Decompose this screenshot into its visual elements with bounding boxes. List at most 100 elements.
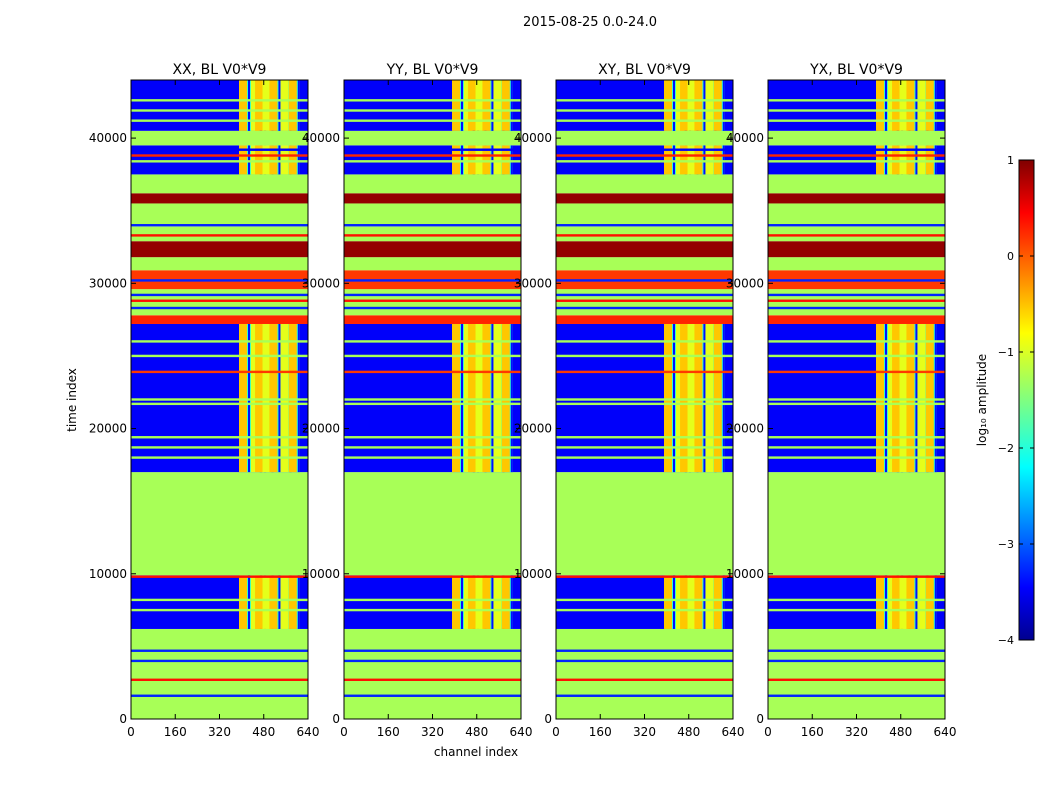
rfi-band bbox=[876, 323, 937, 473]
rfi-column bbox=[694, 80, 703, 131]
rfi-column bbox=[463, 323, 472, 473]
flag-line bbox=[344, 398, 521, 401]
rfi-column bbox=[925, 323, 934, 473]
time-segment bbox=[344, 315, 521, 324]
time-segment bbox=[131, 241, 308, 258]
panel-title: XX, BL V0*V9 bbox=[173, 62, 267, 78]
flag-line bbox=[556, 306, 733, 310]
rfi-column bbox=[899, 575, 908, 629]
panel-title: XY, BL V0*V9 bbox=[598, 62, 691, 78]
flag-line bbox=[131, 293, 308, 297]
y-tick-label: 0 bbox=[756, 712, 764, 726]
flag-line bbox=[344, 354, 521, 358]
rfi-column bbox=[493, 575, 502, 629]
rfi-column bbox=[917, 80, 926, 131]
rfi-gap bbox=[461, 80, 464, 131]
rfi-gap bbox=[297, 80, 300, 131]
y-tick-label: 40000 bbox=[726, 131, 764, 145]
rfi-gap bbox=[491, 80, 494, 131]
flag-line bbox=[131, 608, 308, 612]
y-tick-label: 40000 bbox=[514, 131, 552, 145]
rfi-gap bbox=[673, 80, 676, 131]
flag-line bbox=[131, 279, 308, 282]
rfi-column bbox=[675, 323, 684, 473]
rfi-gap bbox=[722, 80, 725, 131]
rfi-column bbox=[250, 575, 259, 629]
time-segment bbox=[556, 203, 733, 227]
flag-line bbox=[344, 649, 521, 652]
colorbar-tick-label: −1 bbox=[998, 346, 1014, 359]
rfi-gap bbox=[278, 575, 281, 629]
flag-line bbox=[556, 402, 733, 406]
rfi-column bbox=[501, 323, 510, 473]
y-tick-label: 20000 bbox=[514, 422, 552, 436]
rfi-gap bbox=[248, 323, 251, 473]
flag-line bbox=[556, 456, 733, 459]
rfi-column bbox=[892, 80, 901, 131]
rfi-column bbox=[664, 575, 673, 629]
flag-line bbox=[344, 109, 521, 112]
x-tick-label: 640 bbox=[934, 725, 957, 739]
x-tick-label: 160 bbox=[164, 725, 187, 739]
panel-1: XX, BL V0*V9 0 160 320 480 640 0 10000 20000 3000… bbox=[89, 62, 320, 739]
rfi-gap bbox=[461, 575, 464, 629]
flag-line bbox=[344, 224, 521, 227]
rfi-column bbox=[475, 575, 484, 629]
colorbar-tick-label: −4 bbox=[998, 634, 1014, 647]
time-segment bbox=[556, 130, 733, 146]
rfi-column bbox=[501, 145, 510, 175]
x-tick-label: 640 bbox=[297, 725, 320, 739]
y-tick-label: 10000 bbox=[89, 567, 127, 581]
y-tick-label: 10000 bbox=[514, 567, 552, 581]
time-segment bbox=[768, 315, 945, 324]
x-tick-label: 480 bbox=[252, 725, 275, 739]
flag-line bbox=[131, 119, 308, 122]
rfi-column bbox=[925, 80, 934, 131]
rfi-column bbox=[269, 80, 278, 131]
rfi-column bbox=[493, 145, 502, 175]
flag-line bbox=[768, 446, 945, 449]
time-segment bbox=[768, 628, 945, 719]
flag-line bbox=[131, 354, 308, 358]
time-segment bbox=[768, 257, 945, 271]
flag-line bbox=[131, 370, 308, 374]
time-segment bbox=[131, 203, 308, 227]
rfi-column bbox=[250, 323, 259, 473]
time-segment bbox=[556, 174, 733, 194]
y-tick-label: 10000 bbox=[726, 567, 764, 581]
y-tick-label: 20000 bbox=[302, 422, 340, 436]
rfi-column bbox=[876, 575, 885, 629]
flag-line bbox=[556, 598, 733, 602]
rfi-gap bbox=[703, 323, 706, 473]
flag-line bbox=[131, 598, 308, 602]
panel-title: YY, BL V0*V9 bbox=[386, 62, 479, 78]
heatmap-panels: XX, BL V0*V9 0 160 320 480 640 0 10000 20000 3000… bbox=[89, 62, 957, 739]
flag-line bbox=[131, 234, 308, 237]
rfi-column bbox=[463, 145, 472, 175]
flag-line bbox=[344, 608, 521, 612]
flag-line bbox=[556, 659, 733, 663]
rfi-column bbox=[876, 80, 885, 131]
time-segment bbox=[131, 315, 308, 324]
flag-line bbox=[344, 678, 521, 681]
rfi-column bbox=[876, 323, 885, 473]
rfi-column bbox=[705, 323, 714, 473]
flag-line bbox=[131, 299, 308, 302]
rfi-column bbox=[452, 575, 461, 629]
rfi-gap bbox=[703, 145, 706, 175]
rfi-column bbox=[280, 323, 289, 473]
rfi-gap bbox=[915, 80, 918, 131]
rfi-column bbox=[675, 575, 684, 629]
flag-line bbox=[131, 148, 308, 151]
flag-line bbox=[556, 99, 733, 102]
time-segment bbox=[556, 289, 733, 316]
x-tick-label: 160 bbox=[801, 725, 824, 739]
rfi-column bbox=[925, 575, 934, 629]
rfi-column bbox=[468, 145, 477, 175]
rfi-gap bbox=[915, 575, 918, 629]
rfi-gap bbox=[703, 80, 706, 131]
flag-line bbox=[556, 649, 733, 652]
rfi-column bbox=[705, 80, 714, 131]
flag-line bbox=[344, 402, 521, 406]
